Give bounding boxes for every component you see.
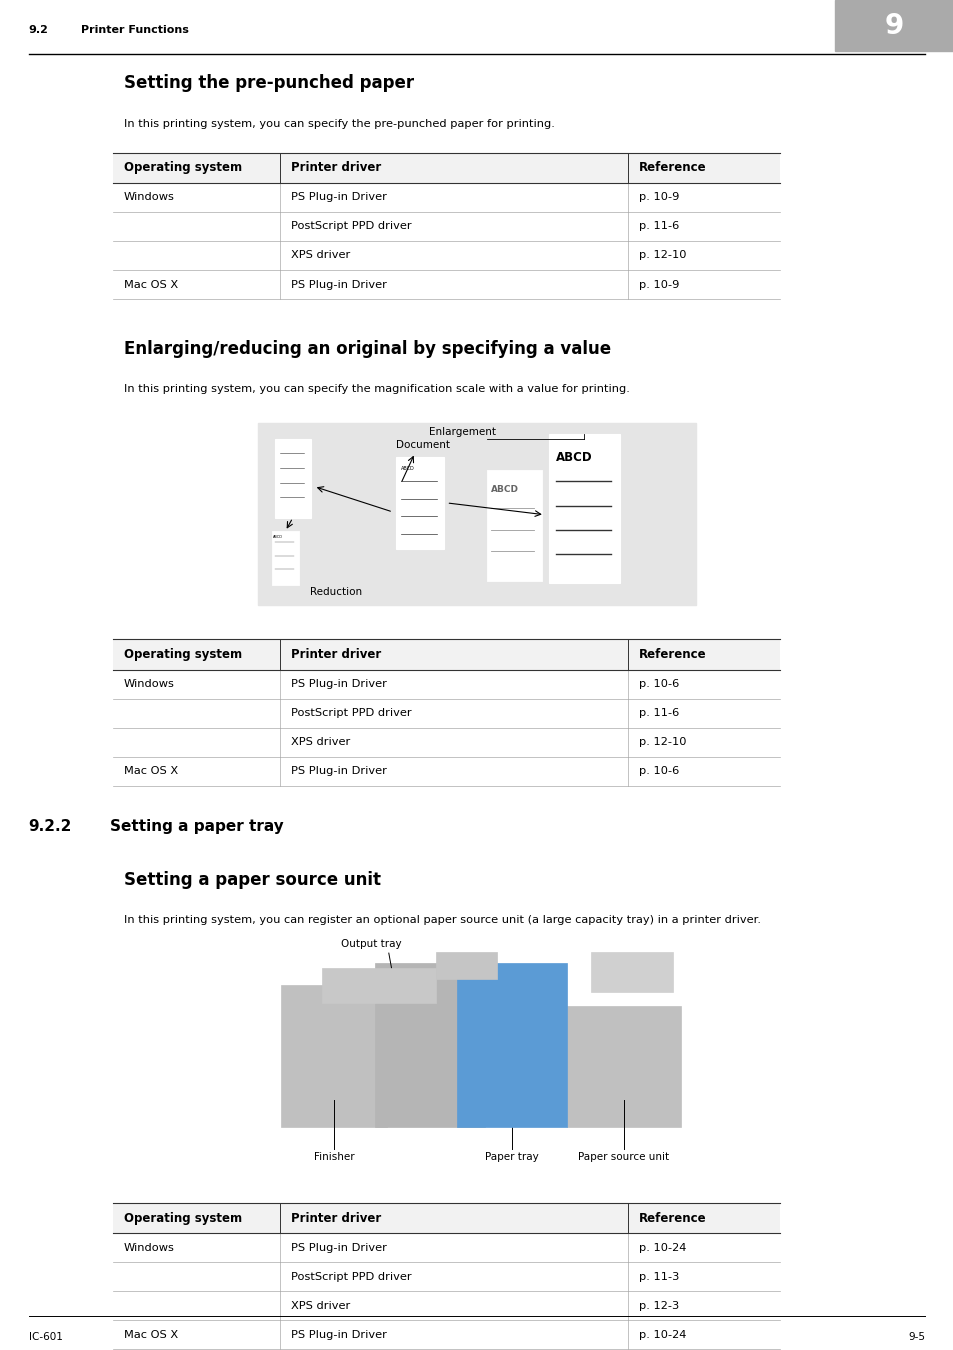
Text: IC-601: IC-601 (29, 1331, 63, 1342)
Text: ABCD: ABCD (400, 467, 414, 471)
Bar (257, 424, 696, 605)
Text: p. 10-9: p. 10-9 (639, 279, 679, 289)
Text: p. 11-6: p. 11-6 (639, 709, 679, 718)
Text: Enlarging/reducing an original by specifying a value: Enlarging/reducing an original by specif… (124, 340, 611, 358)
Text: ABCD: ABCD (273, 535, 282, 539)
Text: Reduction: Reduction (310, 587, 361, 597)
Text: Windows: Windows (124, 1243, 174, 1253)
Text: XPS driver: XPS driver (291, 737, 350, 747)
Text: PS Plug-in Driver: PS Plug-in Driver (291, 679, 386, 688)
Text: PostScript PPD driver: PostScript PPD driver (291, 709, 411, 718)
Text: 9-5: 9-5 (907, 1331, 924, 1342)
Text: Printer driver: Printer driver (291, 1211, 381, 1224)
Text: Windows: Windows (124, 679, 174, 688)
Text: Reference: Reference (639, 1211, 706, 1224)
Bar (112, 640, 780, 670)
Text: Mac OS X: Mac OS X (124, 279, 178, 289)
Text: Mac OS X: Mac OS X (124, 1330, 178, 1339)
Text: Operating system: Operating system (124, 648, 242, 662)
Bar (591, 952, 672, 992)
Bar (112, 1203, 780, 1233)
Text: PS Plug-in Driver: PS Plug-in Driver (291, 279, 386, 289)
Text: Enlargement: Enlargement (429, 427, 496, 437)
Text: Paper tray: Paper tray (484, 1152, 538, 1161)
Bar (548, 435, 619, 583)
Text: PS Plug-in Driver: PS Plug-in Driver (291, 1330, 386, 1339)
Text: XPS driver: XPS driver (291, 251, 350, 261)
Text: PS Plug-in Driver: PS Plug-in Driver (291, 1243, 386, 1253)
Text: Printer Functions: Printer Functions (81, 24, 189, 35)
Text: p. 12-10: p. 12-10 (639, 737, 686, 747)
Text: Paper source unit: Paper source unit (578, 1152, 669, 1161)
Bar (486, 470, 541, 580)
Text: Operating system: Operating system (124, 161, 242, 174)
Text: p. 10-6: p. 10-6 (639, 767, 679, 776)
Text: p. 10-24: p. 10-24 (639, 1330, 686, 1339)
Text: ABCD: ABCD (556, 451, 592, 464)
Text: p. 10-6: p. 10-6 (639, 679, 679, 688)
Bar (375, 963, 485, 1127)
Bar (322, 968, 436, 1003)
Bar (834, 0, 953, 51)
Text: Mac OS X: Mac OS X (124, 767, 178, 776)
Text: ABCD: ABCD (491, 485, 518, 494)
Text: p. 10-9: p. 10-9 (639, 193, 679, 202)
Text: Setting the pre-punched paper: Setting the pre-punched paper (124, 74, 414, 92)
Text: Operating system: Operating system (124, 1211, 242, 1224)
Text: Reference: Reference (639, 648, 706, 662)
Text: p. 12-10: p. 12-10 (639, 251, 686, 261)
Text: Windows: Windows (124, 193, 174, 202)
Text: Printer driver: Printer driver (291, 648, 381, 662)
Text: Setting a paper source unit: Setting a paper source unit (124, 871, 380, 888)
Text: Setting a paper tray: Setting a paper tray (110, 819, 283, 834)
Text: 9.2.2: 9.2.2 (29, 819, 71, 834)
Bar (281, 986, 387, 1127)
Bar (436, 952, 497, 979)
Text: 9.2: 9.2 (29, 24, 49, 35)
Text: Printer driver: Printer driver (291, 161, 381, 174)
Text: p. 11-3: p. 11-3 (639, 1272, 679, 1281)
Text: In this printing system, you can specify the pre-punched paper for printing.: In this printing system, you can specify… (124, 119, 555, 128)
Text: In this printing system, you can register an optional paper source unit (a large: In this printing system, you can registe… (124, 915, 760, 925)
Text: p. 11-6: p. 11-6 (639, 221, 679, 231)
Bar (395, 456, 443, 548)
Text: PS Plug-in Driver: PS Plug-in Driver (291, 767, 386, 776)
Bar (272, 532, 298, 586)
Text: XPS driver: XPS driver (291, 1301, 350, 1311)
Bar (456, 963, 566, 1127)
Bar (274, 439, 311, 517)
Text: Output tray: Output tray (341, 940, 401, 949)
Text: Document: Document (395, 440, 450, 451)
Bar (566, 1006, 680, 1127)
Text: PostScript PPD driver: PostScript PPD driver (291, 1272, 411, 1281)
Text: p. 12-3: p. 12-3 (639, 1301, 679, 1311)
Text: PS Plug-in Driver: PS Plug-in Driver (291, 193, 386, 202)
Text: PostScript PPD driver: PostScript PPD driver (291, 221, 411, 231)
Text: Finisher: Finisher (314, 1152, 355, 1161)
Text: p. 10-24: p. 10-24 (639, 1243, 686, 1253)
Text: In this printing system, you can specify the magnification scale with a value fo: In this printing system, you can specify… (124, 383, 629, 394)
Text: Reference: Reference (639, 161, 706, 174)
Bar (112, 153, 780, 182)
Text: 9: 9 (883, 12, 903, 39)
